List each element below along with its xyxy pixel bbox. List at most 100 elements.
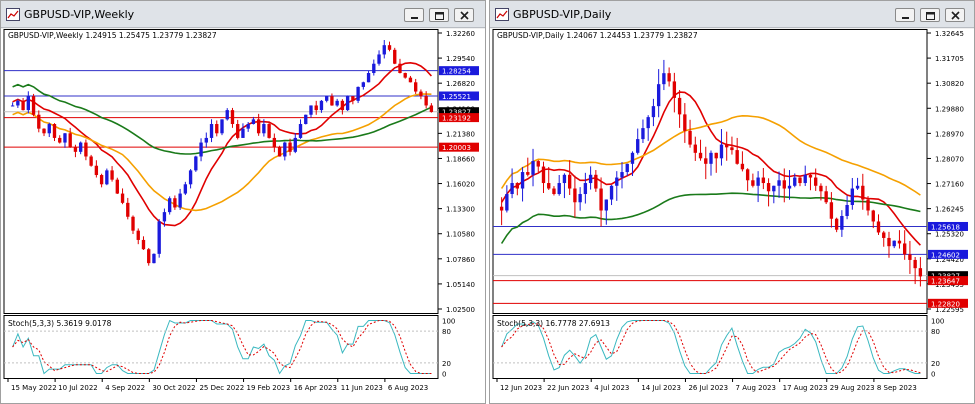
price-level-tag bbox=[439, 66, 479, 76]
stoch-main-line bbox=[12, 319, 432, 375]
candle-body bbox=[215, 124, 219, 134]
price-level-tag bbox=[439, 107, 479, 117]
candle-body bbox=[115, 179, 119, 194]
price-axis-label: 1.32260 bbox=[446, 30, 475, 38]
daily-chart-window[interactable]: GBPUSD-VIP,Daily GBPUSD-VIP,Daily 1.2406… bbox=[489, 0, 975, 404]
stochastic-pane[interactable] bbox=[3, 315, 439, 379]
candle-body bbox=[288, 142, 292, 152]
close-icon bbox=[951, 11, 960, 20]
candle-body bbox=[387, 45, 392, 50]
candle-body bbox=[241, 128, 245, 138]
candle-body bbox=[552, 188, 556, 195]
candle-body bbox=[709, 152, 713, 164]
candle-body bbox=[871, 210, 875, 222]
candle-body bbox=[309, 105, 313, 115]
candle-body bbox=[908, 254, 912, 260]
close-icon bbox=[460, 11, 469, 20]
candle-body bbox=[78, 142, 83, 152]
candle-body bbox=[536, 161, 540, 167]
candle-body bbox=[662, 73, 666, 85]
date-axis-label: 29 Aug 2023 bbox=[830, 384, 875, 392]
candle-body bbox=[829, 202, 834, 219]
chart-window-icon bbox=[6, 8, 20, 21]
candle-body bbox=[267, 124, 271, 138]
fast-moving-average-line bbox=[12, 61, 432, 227]
stoch-axis-label: 0 bbox=[931, 371, 935, 379]
candle-body bbox=[683, 114, 687, 131]
daily-chart[interactable]: GBPUSD-VIP,Daily 1.24067 1.24453 1.23779… bbox=[490, 29, 974, 403]
candle-body bbox=[740, 163, 745, 170]
candle-body bbox=[131, 216, 135, 231]
stoch-main-line bbox=[501, 320, 921, 374]
candle-body bbox=[834, 218, 839, 230]
candle-body bbox=[766, 183, 771, 192]
minimize-button[interactable] bbox=[404, 8, 424, 22]
stoch-axis-label: 0 bbox=[442, 371, 446, 379]
candle-body bbox=[599, 188, 603, 211]
price-pane[interactable] bbox=[492, 29, 928, 314]
ohlc-label: GBPUSD-VIP,Daily 1.24067 1.24453 1.23779… bbox=[497, 31, 698, 40]
candle-body bbox=[16, 100, 20, 106]
date-axis-label: 22 Jun 2023 bbox=[547, 384, 589, 392]
candle-body bbox=[620, 172, 624, 178]
maximize-button[interactable] bbox=[920, 8, 940, 22]
candle-body bbox=[84, 142, 88, 157]
candle-body bbox=[178, 193, 182, 208]
price-level-label: 1.23827 bbox=[442, 109, 471, 117]
candle-body bbox=[105, 170, 109, 185]
candle-body bbox=[840, 215, 844, 230]
candle-body bbox=[194, 156, 198, 171]
candle-body bbox=[798, 177, 802, 184]
candle-body bbox=[110, 170, 114, 180]
candle-body bbox=[89, 156, 93, 166]
candle-body bbox=[526, 172, 530, 175]
candle-body bbox=[173, 198, 177, 208]
candle-body bbox=[609, 185, 614, 200]
daily-title-bar[interactable]: GBPUSD-VIP,Daily bbox=[490, 1, 974, 28]
minimize-button[interactable] bbox=[895, 8, 915, 22]
price-level-label: 1.25521 bbox=[442, 93, 471, 101]
candle-body bbox=[814, 177, 818, 186]
candle-body bbox=[499, 206, 504, 211]
candle-body bbox=[361, 82, 366, 87]
price-pane[interactable] bbox=[3, 29, 439, 314]
price-level-tag bbox=[928, 221, 968, 231]
candle-body bbox=[903, 243, 907, 255]
price-level-label: 1.25618 bbox=[931, 223, 960, 231]
candle-body bbox=[414, 82, 418, 92]
candle-body bbox=[704, 158, 708, 164]
candle-body bbox=[225, 110, 229, 120]
candle-body bbox=[515, 183, 519, 189]
price-level-label: 1.20003 bbox=[442, 144, 471, 152]
mid-moving-average-line bbox=[500, 114, 921, 196]
candle-body bbox=[803, 174, 807, 184]
candle-body bbox=[793, 177, 797, 186]
candle-body bbox=[588, 174, 593, 184]
slow-moving-average-line bbox=[500, 192, 921, 244]
weekly-chart-window[interactable]: GBPUSD-VIP,Weekly GBPUSD-VIP,Weekly 1.24… bbox=[0, 0, 486, 404]
close-button[interactable] bbox=[945, 8, 965, 22]
candle-body bbox=[136, 230, 140, 240]
candle-body bbox=[756, 177, 760, 186]
candle-body bbox=[719, 144, 724, 159]
candle-body bbox=[636, 139, 640, 153]
weekly-title-bar[interactable]: GBPUSD-VIP,Weekly bbox=[1, 1, 485, 28]
slow-moving-average-line bbox=[12, 83, 432, 155]
ohlc-label: GBPUSD-VIP,Weekly 1.24915 1.25475 1.2377… bbox=[8, 31, 217, 40]
candle-body bbox=[562, 174, 567, 184]
price-level-label: 1.28254 bbox=[442, 68, 471, 76]
weekly-chart[interactable]: GBPUSD-VIP,Weekly 1.24915 1.25475 1.2377… bbox=[1, 29, 485, 403]
close-button[interactable] bbox=[454, 8, 474, 22]
maximize-button[interactable] bbox=[429, 8, 449, 22]
candle-body bbox=[861, 185, 865, 200]
candle-body bbox=[855, 185, 860, 189]
candle-body bbox=[782, 180, 786, 189]
date-axis-label: 30 Oct 2022 bbox=[152, 384, 195, 392]
price-axis-label: 1.10580 bbox=[446, 231, 475, 239]
price-axis-label: 1.26245 bbox=[935, 206, 964, 214]
date-axis-label: 15 May 2022 bbox=[11, 384, 57, 392]
price-axis-label: 1.28970 bbox=[935, 130, 964, 138]
candle-body bbox=[656, 84, 661, 107]
price-level-tag bbox=[439, 91, 479, 101]
candle-body bbox=[272, 137, 277, 148]
